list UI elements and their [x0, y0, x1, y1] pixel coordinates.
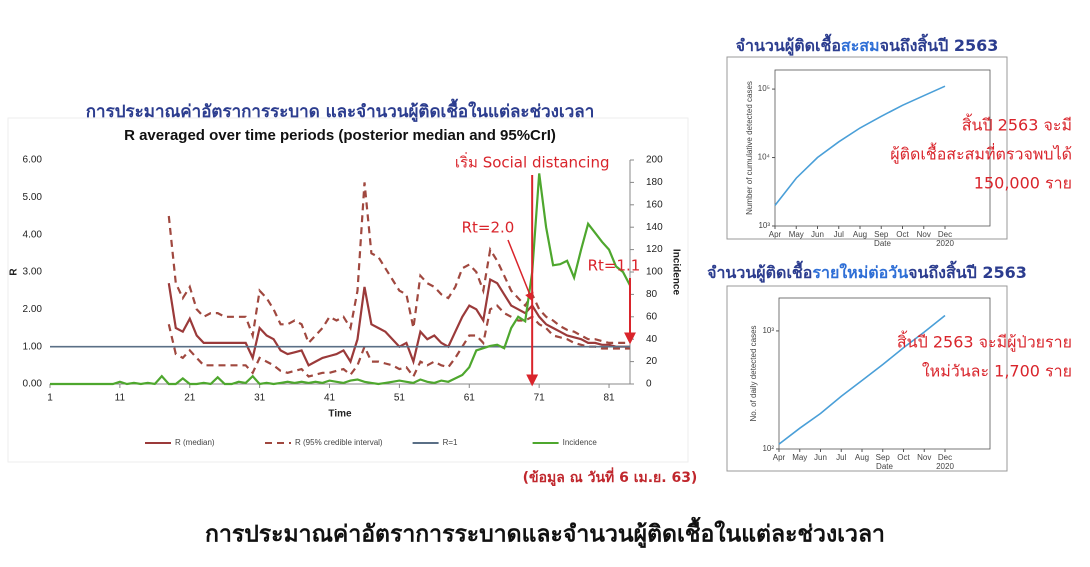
x-tick-label: 41: [324, 393, 336, 404]
x-tick-label: Oct: [896, 230, 909, 239]
main-panel: [7, 117, 689, 463]
y-tick-label: 3.00: [23, 267, 43, 278]
x-axis-label: Time: [328, 409, 352, 420]
y2-tick-label: 200: [646, 155, 663, 166]
caption: การประมาณค่าอัตราการระบาดและจำนวนผู้ติดเ…: [205, 517, 885, 549]
title-part: จำนวนผู้ติดเชื้อ: [736, 33, 841, 57]
y-tick-label: 5.00: [23, 192, 43, 203]
title-part: สะสม: [841, 36, 880, 55]
legend-label: R=1: [443, 438, 458, 447]
annotation: Rt=2.0: [462, 219, 515, 237]
x-tick-label: 31: [254, 393, 266, 404]
projection-line: [778, 314, 946, 445]
y2-tick-label: 120: [646, 244, 663, 255]
x-note: 2020: [936, 239, 954, 248]
x-tick-label: Nov: [917, 453, 931, 462]
projection-line: [774, 85, 946, 206]
y-axis-label: Number of cumulative detected cases: [745, 81, 754, 215]
x-tick-label: Apr: [769, 230, 782, 239]
y-tick-label: 10²: [762, 444, 774, 453]
ci-lower-line: [167, 304, 630, 379]
y-tick-label: 2.00: [23, 304, 43, 315]
y2-tick-label: 100: [646, 267, 663, 278]
y2-tick-label: 80: [646, 289, 658, 300]
y2-axis-label: Incidence: [670, 249, 681, 296]
title-part: รายใหม่ต่อวัน: [812, 263, 908, 282]
y-tick-label: 0.00: [23, 379, 43, 390]
y-axis-label: R: [9, 268, 20, 276]
y-tick-label: 10⁵: [758, 84, 770, 93]
y-tick-label: 6.00: [23, 155, 43, 166]
x-tick-label: Jun: [814, 453, 827, 462]
x-tick-label: Aug: [855, 453, 869, 462]
x-tick-label: Aug: [853, 230, 867, 239]
x-tick-label: 21: [184, 393, 196, 404]
annotation: ผู้ติดเชื้อสะสมที่ตรวจพบได้: [890, 143, 1072, 165]
y2-tick-label: 40: [646, 334, 658, 345]
x-tick-label: Sep: [876, 453, 891, 462]
y-tick-label: 10³: [762, 326, 774, 335]
x-tick-label: 71: [534, 393, 546, 404]
annotation: 150,000 ราย: [974, 174, 1072, 193]
y2-tick-label: 20: [646, 356, 658, 367]
plot-frame: [774, 69, 991, 227]
legend-label: Incidence: [563, 438, 598, 447]
bottom-panel: [726, 285, 1008, 472]
plot-frame: [778, 297, 991, 450]
ci-upper-line: [167, 182, 630, 345]
x-axis-label: Date: [876, 462, 893, 471]
panel-title: จำนวนผู้ติดเชื้อรายใหม่ต่อวันจนถึงสิ้นปี…: [707, 260, 1027, 284]
y2-tick-label: 160: [646, 199, 663, 210]
x-tick-label: Jul: [836, 453, 846, 462]
x-note: 2020: [936, 462, 954, 471]
annotation: (ข้อมูล ณ วันที่ 6 เม.ย. 63): [523, 467, 698, 486]
x-tick-label: Apr: [773, 453, 786, 462]
y2-tick-label: 0: [646, 379, 652, 390]
panel-title: จำนวนผู้ติดเชื้อสะสมจนถึงสิ้นปี 2563: [736, 33, 999, 57]
x-tick-label: 11: [115, 393, 126, 404]
x-tick-label: May: [789, 230, 804, 239]
x-axis-label: Date: [874, 239, 891, 248]
annotation-arrow: [507, 239, 534, 302]
y2-tick-label: 60: [646, 311, 658, 322]
x-tick-label: 61: [464, 393, 476, 404]
x-tick-label: 1: [47, 393, 53, 404]
y2-tick-label: 140: [646, 222, 663, 233]
y-tick-label: 10⁴: [758, 153, 771, 162]
y-tick-label: 10³: [758, 221, 770, 230]
legend-label: R (95% credible interval): [295, 438, 383, 447]
annotation: เริ่ม Social distancing: [455, 152, 610, 172]
y-axis-label: No. of daily detected cases: [749, 325, 758, 421]
x-tick-label: Dec: [938, 230, 952, 239]
title-part: จนถึงสิ้นปี 2563: [880, 33, 999, 55]
annotation: Rt=1.1: [588, 257, 641, 275]
x-tick-label: May: [792, 453, 807, 462]
legend-label: R (median): [175, 438, 215, 447]
x-tick-label: Jun: [811, 230, 824, 239]
x-tick-label: Dec: [938, 453, 952, 462]
y2-tick-label: 180: [646, 177, 663, 188]
x-tick-label: 81: [603, 393, 615, 404]
top-panel: [726, 56, 1008, 240]
annotation: ใหม่วันละ 1,700 ราย: [922, 362, 1072, 381]
annotation: สิ้นปี 2563 จะมีผู้ป่วยราย: [897, 331, 1072, 353]
x-tick-label: 51: [394, 393, 406, 404]
x-tick-label: Oct: [897, 453, 910, 462]
x-tick-label: Nov: [917, 230, 931, 239]
annotation: สิ้นปี 2563 จะมี: [962, 114, 1072, 135]
title-part: จนถึงสิ้นปี 2563: [908, 260, 1027, 282]
x-tick-label: Jul: [834, 230, 844, 239]
y-tick-label: 4.00: [23, 229, 43, 240]
y-tick-label: 1.00: [23, 341, 43, 352]
x-tick-label: Sep: [874, 230, 889, 239]
main-title: การประมาณค่าอัตราการระบาด และจำนวนผู้ติด…: [86, 98, 595, 123]
incidence-line: [50, 173, 631, 386]
main-subtitle: R averaged over time periods (posterior …: [124, 127, 556, 144]
title-part: จำนวนผู้ติดเชื้อ: [707, 260, 812, 284]
